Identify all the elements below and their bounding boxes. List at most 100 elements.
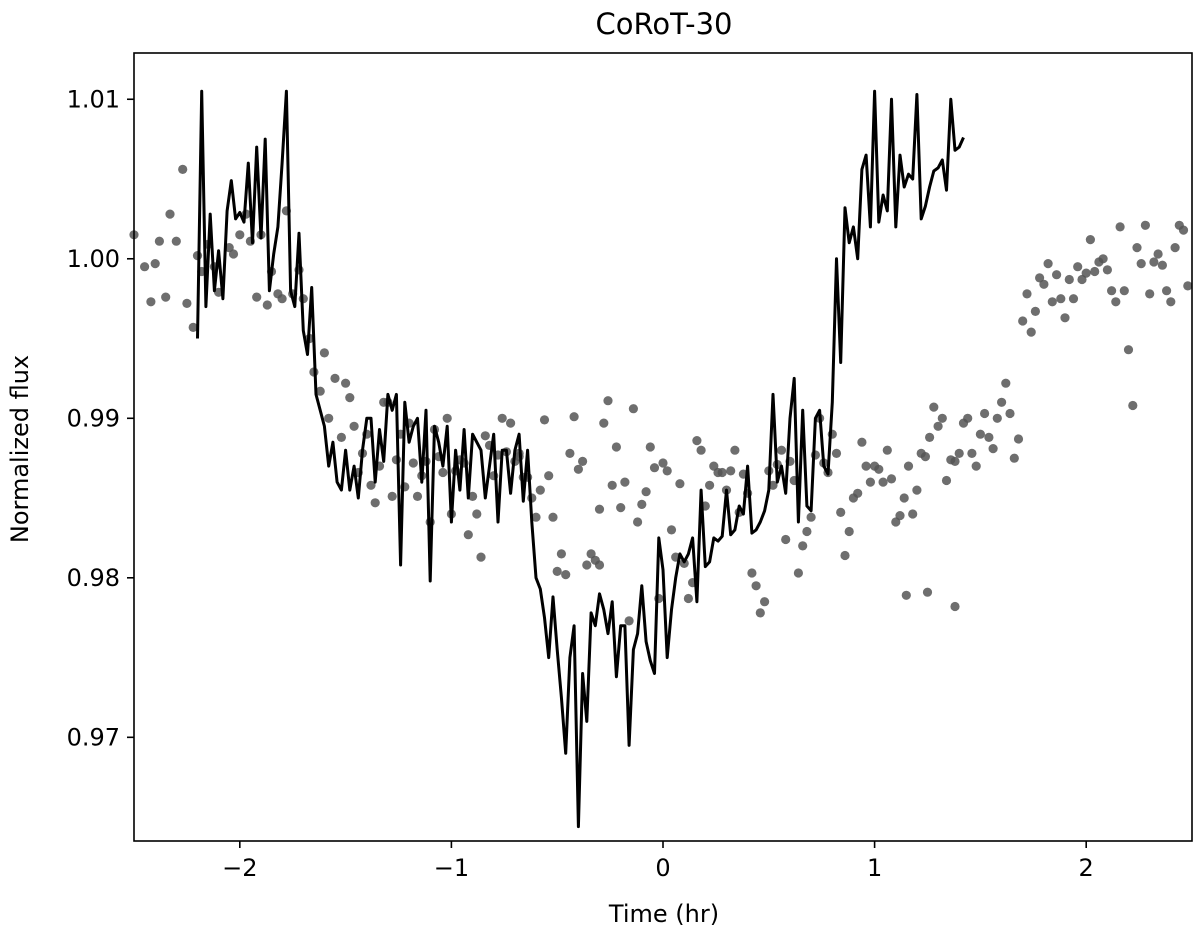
scatter-point [747,568,757,578]
scatter-point [929,402,939,412]
scatter-point [1085,235,1095,245]
scatter-point [497,413,507,423]
scatter-point [349,421,359,431]
scatter-point [1064,274,1074,285]
scatter-point [933,421,943,431]
scatter-point [760,597,770,607]
scatter-point [1132,243,1142,253]
scatter-point [941,475,952,486]
y-tick-label: 0.99 [67,404,120,432]
scatter-point [188,322,198,332]
scatter-point [480,431,490,441]
scatter-point [726,466,736,476]
scatter-point [1136,259,1146,269]
scatter-point [535,485,545,495]
scatter-point [984,432,994,442]
plot-frame [133,52,1193,842]
scatter-point [315,386,325,396]
scatter-point [569,412,579,422]
scatter-point [658,458,668,468]
scatter-point [950,601,960,612]
scatter-point [679,558,689,569]
scatter-point [391,455,401,465]
scatter-point [1030,306,1040,316]
scatter-point [882,445,892,455]
scatter-point [1009,453,1019,463]
scatter-point [552,566,562,577]
scatter-point [171,236,181,246]
scatter-point [476,552,486,562]
scatter-point [408,458,418,468]
scatter-point [561,570,571,580]
scatter-point [412,491,423,501]
scatter-point [277,294,287,304]
scatter-point [594,504,605,514]
scatter-point [539,415,550,425]
scatter-point [370,498,380,508]
y-tick-label: 0.98 [67,564,120,592]
scatter-point [1183,281,1193,291]
scatter-point [844,526,854,537]
scatter-point [1056,294,1066,304]
scatter-point [1005,408,1015,419]
x-tick-label: −1 [434,854,469,882]
scatter-point [776,445,787,455]
scatter-point [793,568,804,578]
scatter-point [506,418,516,428]
plot-marks [129,89,1193,829]
scatter-point [781,534,791,545]
scatter-point [1081,268,1091,278]
scatter-point [988,444,998,454]
scatter-point [556,549,567,559]
scatter-point [730,445,740,455]
scatter-point [675,479,685,489]
scatter-point [252,292,262,302]
scatter-point [971,461,981,471]
scatter-point [228,249,239,259]
x-axis-ticks: −2 −1 0 1 2 [222,841,1094,882]
scatter-point [950,456,960,466]
scatter-point [865,477,876,487]
scatter-point [548,512,558,522]
scatter-point [607,480,617,490]
x-tick-label: 2 [1079,854,1094,882]
scatter-point [599,418,609,428]
scatter-point [997,397,1007,407]
scatter-point [802,526,812,537]
scatter-point [641,487,651,497]
scatter-point [438,467,448,478]
scatter-point [1043,259,1053,269]
x-tick-label: −2 [222,854,257,882]
scatter-point [806,512,816,522]
scatter-point [853,488,863,498]
scatter-point [645,442,655,452]
scatter-point [262,300,272,310]
scatter-point [705,480,715,490]
scatter-point [140,262,150,272]
y-axis-ticks: 0.97 0.98 0.99 1.00 1.01 [67,85,134,751]
scatter-point [1128,400,1138,411]
scatter-point [1013,434,1024,444]
scatter-point [798,541,808,551]
scatter-point [1026,327,1036,337]
scatter-point [895,510,905,521]
scatter-point [666,525,677,535]
scatter-point [178,164,188,174]
scatter-point [235,230,245,240]
scatter-point [1119,286,1129,296]
scatter-point [992,413,1002,423]
scatter-point [1157,260,1167,270]
scatter-point [1060,313,1070,323]
scatter-point [980,408,990,419]
scatter-point [755,608,765,618]
scatter-point [649,463,660,473]
scatter-point [899,493,909,503]
scatter-point [768,480,778,490]
scatter-point [565,448,575,458]
scatter-point [1140,220,1150,230]
scatter-point [861,461,871,471]
scatter-point [1073,262,1083,272]
y-axis-label: Normalized flux [6,355,34,543]
scatter-point [751,581,761,591]
